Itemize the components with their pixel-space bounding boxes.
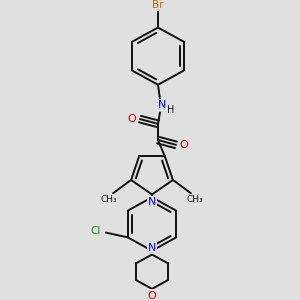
Text: Br: Br [152, 0, 164, 10]
Text: O: O [128, 114, 136, 124]
Text: N: N [158, 100, 166, 110]
Text: CH₃: CH₃ [101, 194, 117, 203]
Text: O: O [148, 291, 156, 300]
Text: O: O [180, 140, 188, 150]
Text: Cl: Cl [91, 226, 101, 236]
Text: N: N [148, 197, 156, 207]
Text: H: H [167, 105, 175, 115]
Text: CH₃: CH₃ [187, 194, 203, 203]
Text: N: N [148, 243, 156, 253]
